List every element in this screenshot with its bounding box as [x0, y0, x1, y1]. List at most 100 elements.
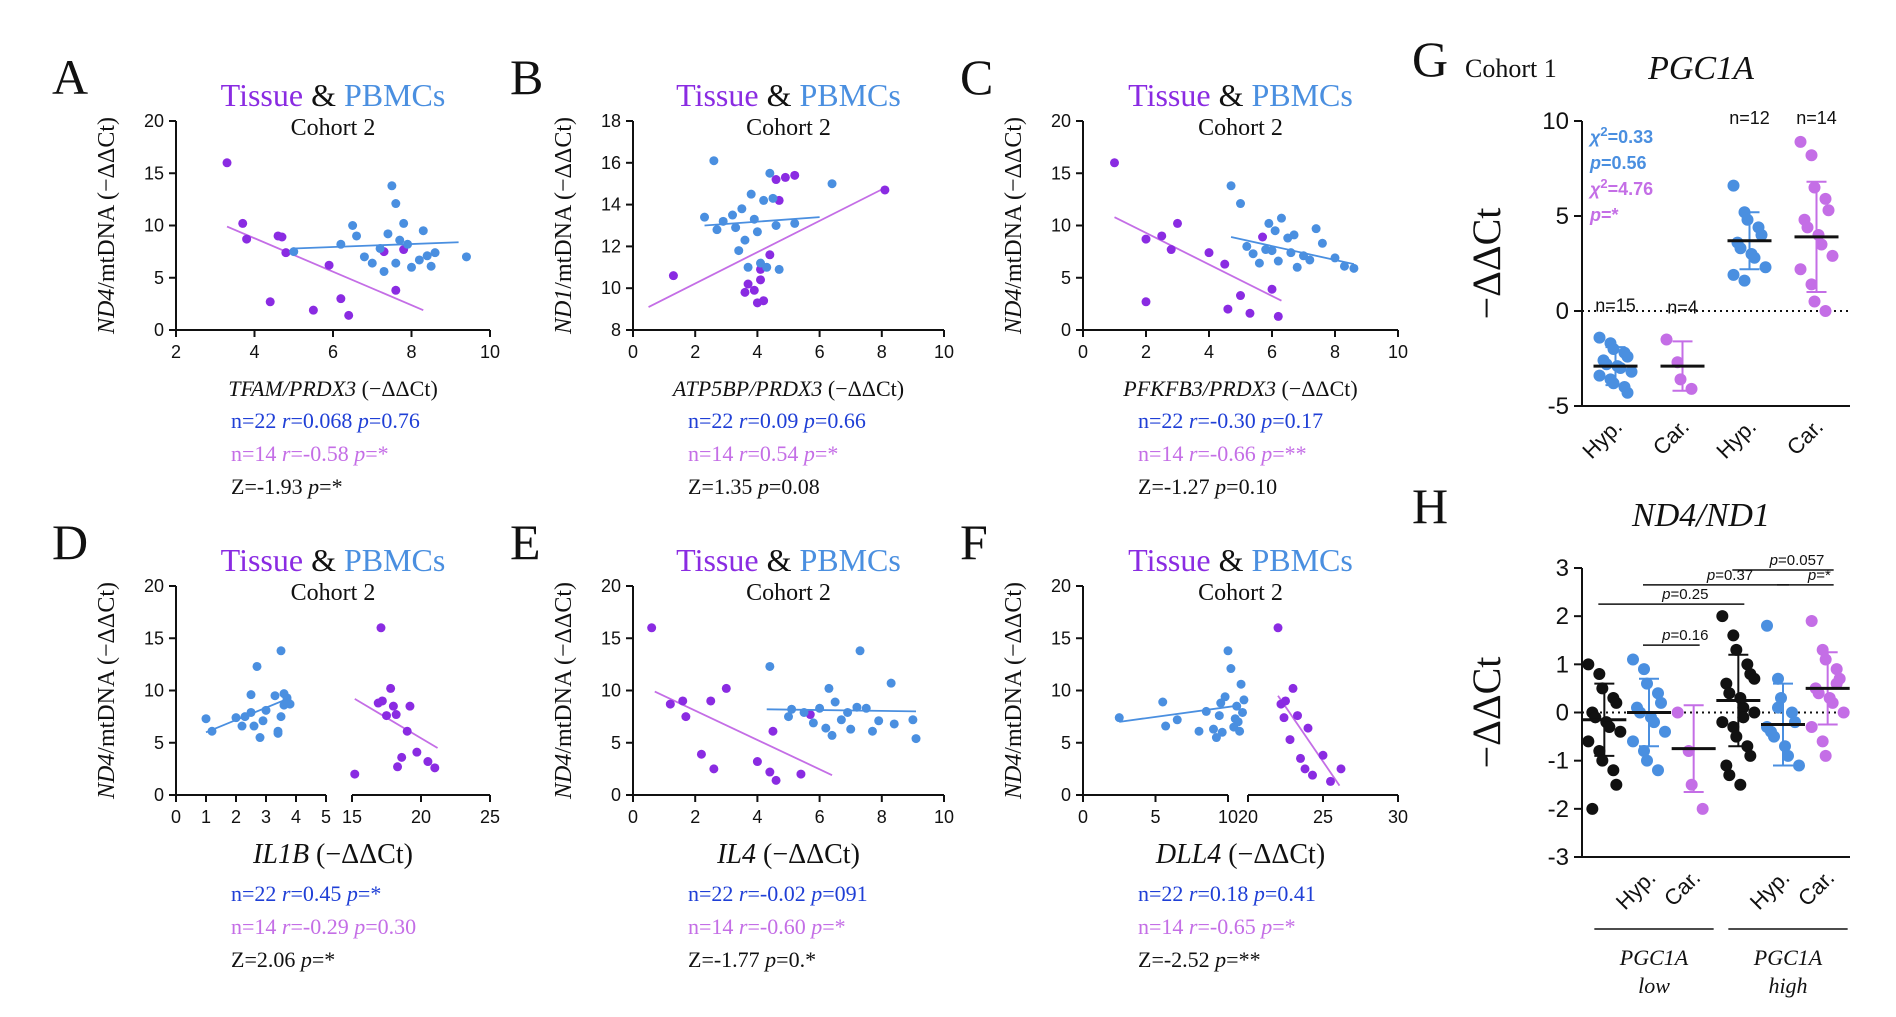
point-pbmcs [728, 210, 738, 220]
comparison-p: p=* [1807, 567, 1831, 584]
point-pbmcs [1242, 241, 1252, 251]
point-group-1 [1621, 386, 1634, 399]
y-axis-label: −ΔΔCt [1464, 657, 1509, 769]
point-pbmcs [799, 707, 809, 717]
point-group-1 [1589, 711, 1602, 724]
y-tick-label: 10 [1051, 216, 1071, 236]
stat-line-1-part-1: r [282, 881, 291, 906]
title-amp: & [1211, 77, 1244, 113]
stat-line-3-part-3: p [1213, 474, 1226, 499]
chart-title: ND4/ND1 [1631, 497, 1770, 534]
stat-line-2-part-3: p [1259, 914, 1272, 939]
y-tick-label: 0 [1061, 320, 1071, 340]
point-tissue [277, 232, 287, 242]
point-tissue [222, 158, 232, 168]
title-amp: & [1211, 542, 1244, 578]
point-pbmcs [276, 712, 286, 722]
comparison-p-part-1: =0.16 [1671, 627, 1709, 644]
point-group-1 [1593, 369, 1606, 382]
y-axis-label-part-1: /mtDNA (−ΔΔCt) [94, 582, 120, 754]
point-group-1 [1610, 696, 1623, 709]
title-tissue: Tissue [1128, 77, 1210, 113]
stat-line-2-part-1: r [1189, 441, 1198, 466]
stat-line-1-part-4: =0.17 [1272, 408, 1323, 433]
point-pbmcs [852, 702, 862, 712]
stat-line-2: n=14 r=-0.60 p=* [688, 914, 846, 939]
chart-title: Tissue & PBMCs [221, 542, 446, 578]
point-group-1 [1596, 754, 1609, 767]
point-pbmcs [1226, 181, 1236, 191]
x-tick-label: 0 [628, 342, 638, 362]
point-pbmcs [430, 248, 440, 258]
point-tissue [768, 726, 778, 736]
y-tick-label: 5 [611, 733, 621, 753]
x-axis-label-part-1: (−ΔΔCt) [1276, 376, 1358, 401]
point-pbmcs [752, 227, 762, 237]
y-axis-label: ND4/mtDNA (−ΔΔCt) [1001, 117, 1027, 335]
y-axis-label: ND4/mtDNA (−ΔΔCt) [551, 582, 577, 800]
x-tick-label: 10 [1218, 807, 1238, 827]
x-tick-label: 4 [1204, 342, 1214, 362]
point-tissue [771, 775, 781, 785]
point-tissue [391, 710, 401, 720]
n-label: n=4 [1667, 298, 1698, 318]
x-tick-label: 4 [752, 342, 762, 362]
chi-stat-part-1: 2 [1600, 176, 1607, 191]
x-axis-label-part-0: PFKFB3/PRDX3 [1122, 376, 1276, 401]
point-pbmcs [1235, 726, 1245, 736]
point-pbmcs [273, 728, 283, 738]
point-group-6 [1837, 706, 1850, 719]
point-pbmcs [391, 199, 401, 209]
y-tick-label: 10 [1542, 108, 1569, 135]
point-tissue [350, 769, 360, 779]
point-pbmcs [276, 646, 286, 656]
chi-stat-part-0: χ [1588, 127, 1601, 147]
stat-line-3-part-3: p [306, 474, 319, 499]
stat-line-2-part-2: =-0.58 [290, 441, 354, 466]
fit-line-tissue [1114, 216, 1282, 302]
point-group-6 [1819, 653, 1832, 666]
x-tick-label: 25 [1313, 807, 1333, 827]
stat-line-2: n=14 r=0.54 p=* [688, 441, 838, 466]
point-pbmcs [422, 251, 432, 261]
point-group-5 [1793, 759, 1805, 772]
title-tissue: Tissue [221, 542, 303, 578]
y-tick-label: 1 [1556, 651, 1569, 678]
point-group-4 [1734, 778, 1747, 791]
point-group-4 [1730, 730, 1743, 743]
stat-line-2-part-3: p [352, 914, 365, 939]
cohort-label: Cohort 2 [291, 115, 376, 141]
x-axis-label: IL1B (−ΔΔCt) [252, 839, 413, 870]
point-tissue [1308, 770, 1317, 780]
y-tick-label: 20 [1051, 111, 1071, 131]
title-pbmc: PBMCs [336, 77, 445, 113]
point-pbmcs [768, 193, 778, 203]
point-group-1 [1607, 343, 1620, 355]
point-pbmcs [787, 704, 797, 714]
chart-title: PGC1A [1647, 50, 1754, 87]
n-label: n=14 [1796, 108, 1837, 128]
x-tick-label: 10 [934, 807, 954, 827]
point-tissue [1258, 232, 1268, 242]
y-axis-label: −ΔΔCt [1464, 208, 1509, 320]
point-pbmcs [734, 246, 744, 256]
point-pbmcs [282, 695, 292, 705]
point-tissue [382, 711, 391, 721]
point-group-4 [1794, 263, 1807, 276]
x-tick-label: 6 [1267, 342, 1277, 362]
y-tick-label: 20 [144, 576, 164, 596]
point-group-4 [1819, 192, 1832, 205]
x-tick-label: 10 [1388, 342, 1408, 362]
title-pbmc: PBMCs [1243, 77, 1352, 113]
comparison-p: p=0.25 [1661, 586, 1708, 603]
point-pbmcs [731, 223, 741, 233]
point-pbmcs [289, 247, 299, 257]
point-pbmcs [1211, 733, 1221, 743]
point-group-2 [1652, 764, 1664, 777]
y-tick-label: 15 [144, 628, 164, 648]
point-pbmcs [270, 691, 280, 701]
point-group-2 [1660, 333, 1673, 346]
x-axis-label-part-0: IL4 [716, 839, 756, 870]
stat-line-2-part-4: =* [822, 914, 845, 939]
